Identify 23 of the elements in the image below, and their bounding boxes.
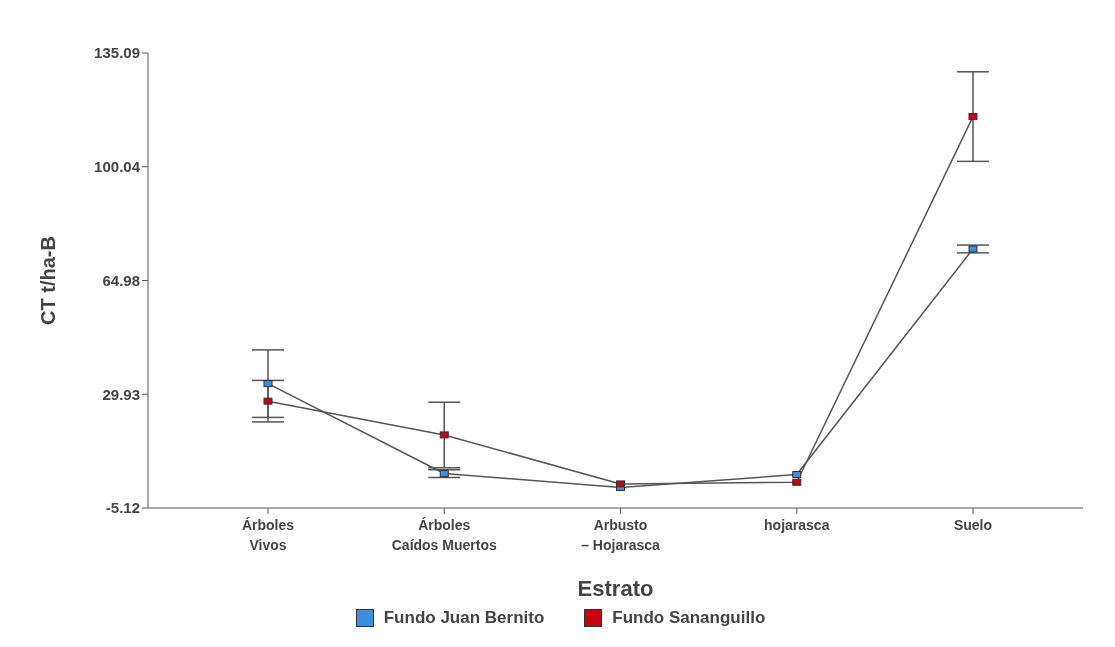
y-tick-label: 135.09 bbox=[94, 44, 140, 62]
y-tick-label: 29.93 bbox=[102, 385, 140, 403]
point bbox=[792, 471, 802, 479]
legend-label: Fundo Juan Bernito bbox=[383, 608, 545, 628]
x-tick-label: Suelo bbox=[953, 517, 993, 533]
point bbox=[263, 380, 273, 388]
x-tick-label: Árboles Caídos Muertos bbox=[391, 517, 497, 553]
point bbox=[439, 431, 449, 439]
point bbox=[263, 397, 273, 405]
legend-label: Fundo Sananguillo bbox=[612, 608, 766, 628]
x-tick-label: hojarasca bbox=[764, 517, 830, 533]
point bbox=[968, 113, 978, 121]
y-axis-title: CT t/ha-B bbox=[37, 236, 60, 325]
point bbox=[968, 245, 978, 253]
y-tick-label: 64.98 bbox=[102, 271, 140, 289]
x-tick-label: Árboles Vivos bbox=[241, 517, 295, 553]
x-tick-label: Arbusto – Hojarasca bbox=[581, 517, 661, 553]
y-tick-label: 100.04 bbox=[94, 158, 141, 176]
x-axis-title: Estrato bbox=[577, 576, 654, 601]
point bbox=[792, 478, 802, 486]
point bbox=[616, 480, 625, 488]
y-tick-label: -5.12 bbox=[105, 499, 140, 517]
point bbox=[439, 470, 449, 478]
